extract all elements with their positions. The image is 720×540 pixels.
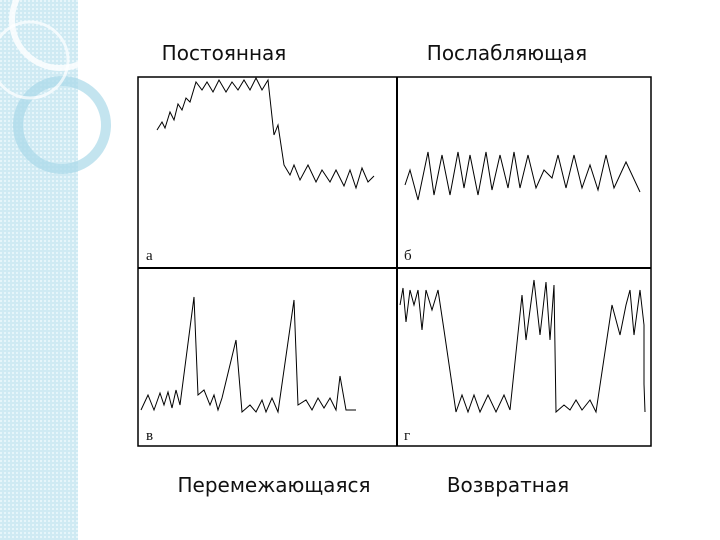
curve-remittent <box>404 151 641 201</box>
panel-letter: б <box>404 248 412 264</box>
panel-letter: г <box>404 428 410 444</box>
side-decoration <box>0 0 111 540</box>
curve-intermittent <box>140 296 356 414</box>
panel-title: Послабляющая <box>427 41 587 65</box>
panel-letter: в <box>146 428 153 444</box>
panel-title: Возвратная <box>447 473 569 497</box>
curve-constant <box>156 76 375 190</box>
grid-frame <box>137 76 652 447</box>
panel-title: Постоянная <box>162 41 287 65</box>
panel-letter: а <box>146 248 153 264</box>
curve-relapsing <box>399 279 646 414</box>
panel-title: Перемежающаяся <box>178 473 371 497</box>
